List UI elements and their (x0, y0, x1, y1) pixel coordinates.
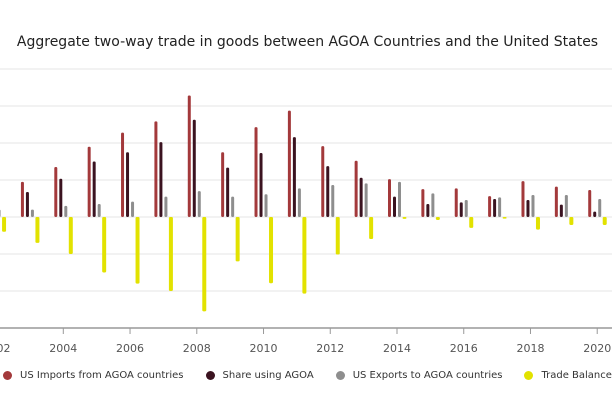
bar-imports (554, 186, 558, 217)
bar-imports (121, 132, 125, 217)
legend-item-trade-balance[interactable]: Trade Balance (524, 370, 612, 381)
legend-marker-exports (335, 371, 345, 380)
legend-label-exports: US Exports to AGOA countries (352, 370, 503, 381)
x-tick-label: 2010 (250, 342, 278, 355)
bar-trade-balance (369, 217, 374, 240)
bar-agoa-share (426, 204, 430, 217)
bar-exports (331, 184, 335, 217)
bar-agoa-share (59, 178, 63, 217)
bar-agoa-share (192, 119, 196, 217)
bar-trade-balance (102, 217, 107, 273)
bar-imports (154, 121, 158, 217)
bar-exports (264, 194, 268, 217)
bar-agoa-share (459, 202, 463, 217)
bar-imports (388, 179, 391, 217)
bar-imports (588, 189, 592, 217)
bar-trade-balance (35, 217, 40, 243)
legend-item-exports[interactable]: US Exports to AGOA countries (335, 370, 503, 381)
bar-exports (64, 205, 68, 217)
bar-exports (364, 183, 368, 217)
x-tick-label: 2004 (49, 342, 77, 355)
bar-trade-balance (435, 217, 440, 220)
bar-agoa-share (393, 196, 396, 217)
bar-exports (531, 194, 535, 217)
bar-imports (454, 188, 458, 217)
bar-exports (431, 193, 435, 217)
bar-agoa-share (25, 192, 29, 217)
bar-agoa-share (292, 137, 296, 217)
bar-exports (0, 209, 1, 217)
chart-title: Aggregate two-way trade in goods between… (16, 34, 599, 50)
bar-trade-balance (68, 217, 73, 254)
x-tick-label: 2012 (316, 342, 344, 355)
bar-imports (321, 146, 325, 217)
bar-imports (87, 146, 91, 217)
bar-trade-balance (602, 217, 607, 225)
bar-imports (54, 167, 58, 217)
bar-trade-balance (469, 217, 474, 228)
bar-imports (287, 110, 291, 217)
x-tick-label: 2006 (116, 342, 144, 355)
bar-agoa-share (126, 152, 130, 217)
bar-imports (187, 95, 191, 217)
bar-agoa-share (226, 167, 230, 217)
bar-imports (221, 152, 225, 217)
bar-imports (521, 181, 525, 217)
bar-exports (598, 199, 602, 217)
x-tick-label: 2002 (0, 342, 11, 355)
bar-exports (164, 196, 168, 217)
x-tick-label: 2008 (183, 342, 211, 355)
bar-agoa-share (92, 161, 96, 217)
bar-trade-balance (302, 217, 307, 294)
bar-exports (297, 188, 301, 217)
bar-trade-balance (269, 217, 274, 284)
bar-exports (498, 197, 502, 217)
legend-label-trade-balance: Trade Balance (541, 370, 612, 381)
bar-agoa-share (359, 177, 363, 217)
bar-exports (564, 194, 568, 217)
legend-marker-imports (3, 371, 13, 380)
bar-trade-balance (168, 217, 173, 291)
legend-label-imports: US Imports from AGOA countries (20, 370, 184, 381)
bar-imports (421, 189, 425, 217)
bar-exports (231, 196, 235, 217)
bar-exports (464, 199, 468, 217)
legend-item-imports[interactable]: US Imports from AGOA countries (3, 370, 184, 381)
bar-trade-balance (335, 217, 340, 255)
bar-trade-balance (402, 217, 407, 219)
bar-agoa-share (593, 211, 597, 217)
bar-trade-balance (235, 217, 240, 262)
bar-trade-balance (535, 217, 540, 230)
bar-exports (197, 191, 201, 217)
bar-agoa-share (493, 199, 497, 217)
bar-trade-balance (202, 217, 207, 312)
bar-imports (254, 127, 258, 217)
legend-marker-agoa-share (205, 371, 215, 380)
bar-trade-balance (135, 217, 140, 284)
bar-imports (488, 196, 492, 217)
bar-exports (30, 209, 34, 217)
bar-agoa-share (159, 142, 163, 217)
x-tick-label: 2018 (516, 342, 544, 355)
bar-trade-balance (569, 217, 574, 225)
bar-exports (131, 201, 135, 217)
legend: US Imports from AGOA countries Share usi… (0, 370, 615, 381)
bar-trade-balance (2, 217, 7, 232)
x-tick-label: 2014 (383, 342, 411, 355)
bar-agoa-share (526, 199, 530, 217)
bar-agoa-share (326, 166, 330, 217)
legend-item-agoa-share[interactable]: Share using AGOA (205, 370, 314, 381)
bar-imports (20, 181, 24, 217)
bar-agoa-share (559, 204, 563, 217)
legend-marker-trade-balance (524, 371, 534, 380)
bar-exports (398, 181, 401, 217)
bar-imports (354, 160, 358, 217)
bar-agoa-share (259, 152, 263, 217)
bar-exports (97, 204, 101, 217)
bar-trade-balance (502, 217, 507, 219)
x-tick-label: 2016 (450, 342, 478, 355)
legend-label-agoa-share: Share using AGOA (222, 370, 314, 381)
x-tick-label: 2020 (583, 342, 611, 355)
